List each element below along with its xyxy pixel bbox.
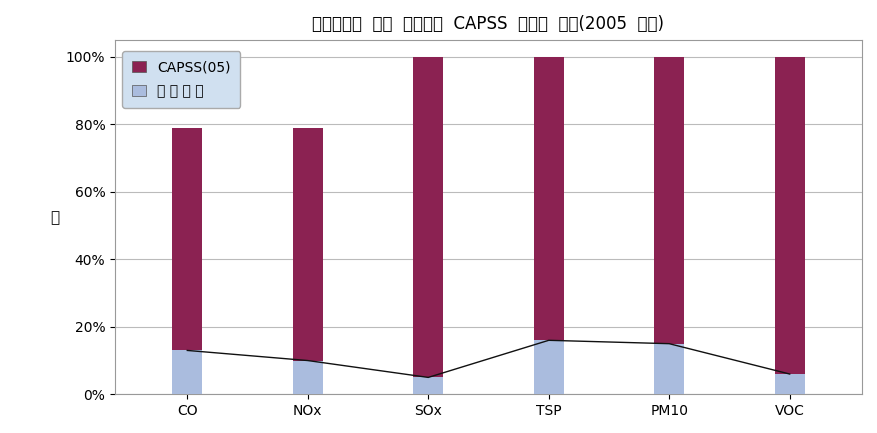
Bar bbox=[534, 57, 564, 340]
Bar bbox=[413, 57, 443, 378]
Bar bbox=[172, 128, 203, 350]
Bar bbox=[774, 57, 805, 374]
Bar bbox=[654, 57, 684, 344]
Bar bbox=[413, 378, 443, 394]
Y-axis label: 비: 비 bbox=[50, 210, 60, 225]
Bar bbox=[654, 344, 684, 394]
Bar bbox=[293, 361, 323, 394]
Bar bbox=[172, 350, 203, 394]
Legend: CAPSS(05), 개 발 계 획: CAPSS(05), 개 발 계 획 bbox=[123, 51, 240, 108]
Bar bbox=[534, 340, 564, 394]
Bar bbox=[774, 374, 805, 394]
Bar bbox=[293, 128, 323, 361]
Title: 개발계획에  의한  배출량과  CAPSS  배출량  비교(2005  기준): 개발계획에 의한 배출량과 CAPSS 배출량 비교(2005 기준) bbox=[312, 15, 665, 33]
